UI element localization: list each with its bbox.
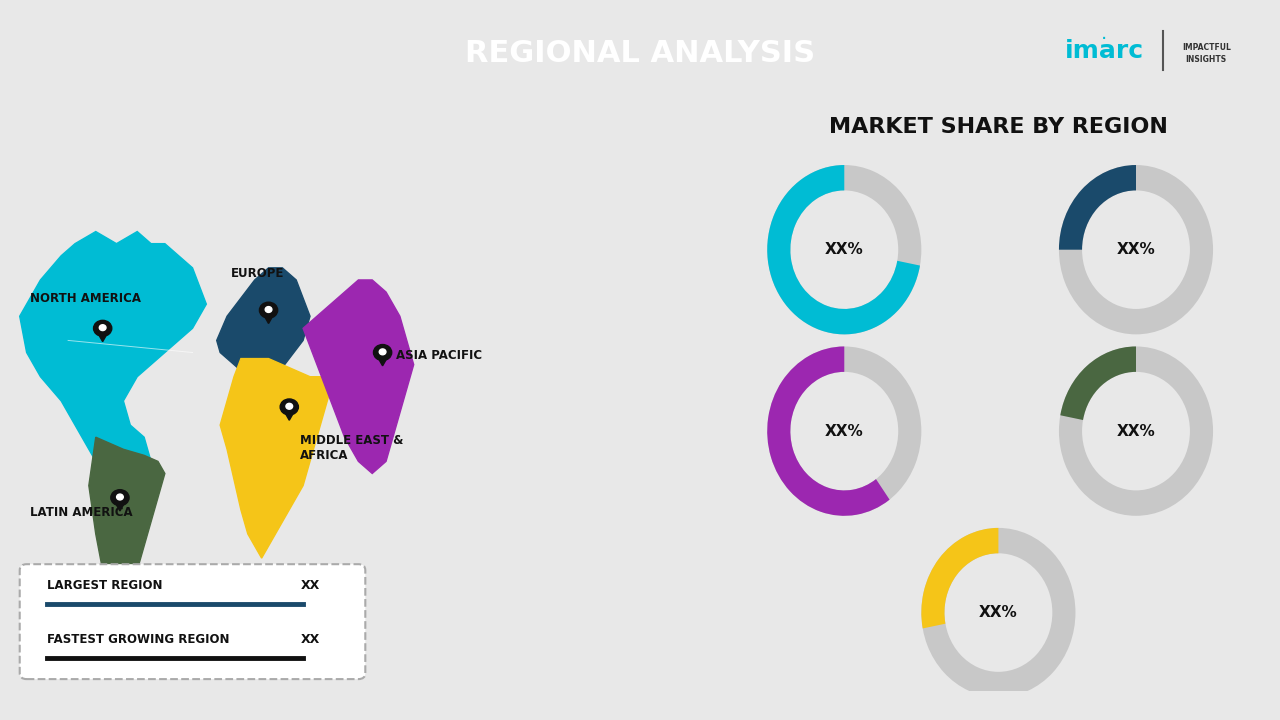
Text: MIDDLE EAST &
AFRICA: MIDDLE EAST & AFRICA [300,434,403,462]
Wedge shape [767,165,922,334]
Polygon shape [88,437,165,631]
Text: XX%: XX% [824,242,864,257]
Circle shape [100,325,106,330]
Text: ·: · [1101,30,1107,49]
Text: LATIN AMERICA: LATIN AMERICA [31,506,133,519]
Text: XX: XX [301,579,320,592]
Circle shape [260,302,278,318]
Wedge shape [922,528,1075,697]
Polygon shape [95,328,110,341]
Circle shape [280,399,298,415]
Circle shape [111,490,129,505]
Polygon shape [216,268,310,389]
Text: REGIONAL ANALYSIS: REGIONAL ANALYSIS [465,40,815,68]
Wedge shape [767,346,922,516]
Circle shape [116,494,123,500]
Text: imarc: imarc [1065,39,1143,63]
Polygon shape [261,310,276,323]
Circle shape [285,403,293,409]
Wedge shape [1059,165,1213,334]
Text: LARGEST REGION: LARGEST REGION [47,579,163,592]
Polygon shape [375,353,390,366]
Circle shape [379,349,387,355]
Text: ASIA PACIFIC: ASIA PACIFIC [397,349,483,362]
Text: INSIGHTS: INSIGHTS [1185,55,1226,63]
Wedge shape [922,528,998,629]
Wedge shape [767,165,920,334]
Text: FASTEST GROWING REGION: FASTEST GROWING REGION [47,634,230,647]
Wedge shape [1059,165,1137,250]
Circle shape [93,320,111,336]
Wedge shape [1060,346,1137,420]
Polygon shape [19,232,206,485]
Circle shape [265,307,271,312]
Text: XX%: XX% [979,605,1018,620]
Text: XX%: XX% [1116,423,1156,438]
Polygon shape [220,359,338,558]
Wedge shape [1059,346,1213,516]
Text: XX%: XX% [824,423,864,438]
Text: EUROPE: EUROPE [230,267,284,280]
Circle shape [374,345,392,361]
Polygon shape [113,498,128,511]
FancyBboxPatch shape [19,564,365,679]
Text: MARKET SHARE BY REGION: MARKET SHARE BY REGION [829,117,1167,137]
Polygon shape [303,280,413,474]
Text: XX%: XX% [1116,242,1156,257]
Wedge shape [767,346,890,516]
Text: NORTH AMERICA: NORTH AMERICA [31,292,141,305]
Polygon shape [282,407,297,420]
Text: XX: XX [301,634,320,647]
Text: IMPACTFUL: IMPACTFUL [1181,43,1230,52]
